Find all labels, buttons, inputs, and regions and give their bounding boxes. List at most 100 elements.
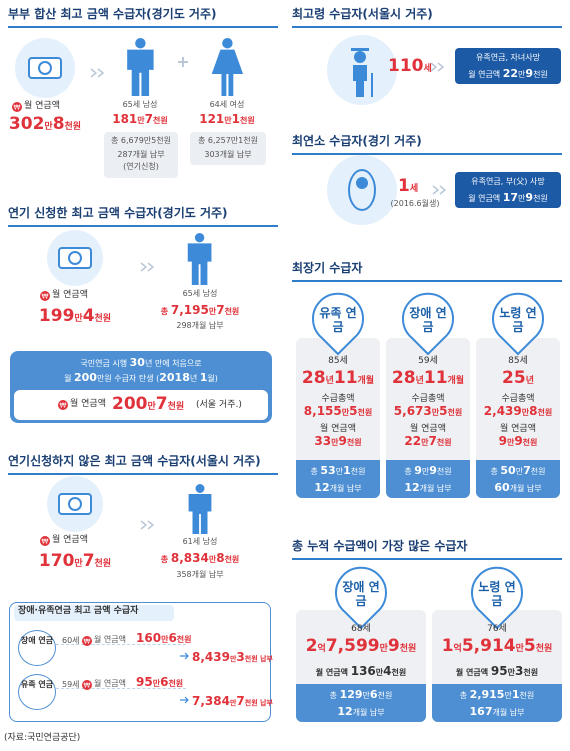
- monthly-amount: 9만9천원: [498, 434, 538, 448]
- label: 월 연금액: [52, 290, 88, 300]
- title-rule: [8, 26, 278, 28]
- months: 12개월 납부: [404, 481, 452, 494]
- monthly-amount: 33만9천원: [314, 434, 362, 448]
- pin: [335, 566, 387, 630]
- box-header: [14, 605, 174, 621]
- age: 85세: [328, 356, 348, 366]
- banner-text: 국민연금 시행 30년 만에 처음으로: [80, 356, 202, 369]
- months: 60개월 납부: [494, 481, 542, 494]
- type-circle: [18, 630, 56, 666]
- label: 월 연금액: [500, 424, 536, 434]
- label: 월 연금액: [410, 424, 446, 434]
- total: 총 6,679만5천원: [111, 136, 171, 145]
- money-icon: [28, 57, 62, 79]
- connector: [56, 688, 186, 689]
- total: 1억5,914만5천원: [441, 636, 553, 656]
- total: 2,439만8천원: [483, 404, 553, 418]
- type-label: 유족 연금: [20, 680, 54, 689]
- total: 2억7,599만9천원: [305, 636, 417, 656]
- label: 월 연금액: [24, 101, 60, 111]
- age: 68세: [351, 624, 371, 634]
- pin: [492, 292, 544, 356]
- note: (연기신청): [123, 162, 159, 171]
- monthly-amount: 월 연금액 22만9천원: [468, 67, 548, 80]
- pin: [402, 292, 454, 356]
- chevron: [90, 68, 105, 78]
- card-footer: [432, 684, 562, 722]
- total: 총 6,257만1천원: [198, 136, 258, 145]
- card-footer: [386, 460, 470, 498]
- monthly-amount: 170만7천원: [38, 551, 112, 571]
- paid: 8,439만3천원 납부: [192, 650, 273, 664]
- money-icon: [58, 493, 92, 515]
- label: 수급총액: [321, 394, 355, 404]
- birth: (2016.6월생): [390, 199, 440, 208]
- age: 110세: [388, 56, 432, 76]
- paid: 총 129만6천원: [329, 688, 393, 701]
- duration: 28년11개월: [301, 368, 375, 388]
- monthly-amount: 95만6천원: [136, 675, 184, 689]
- section-title: 연기신청하지 않은 최고 금액 수급자(서울시 거주): [8, 454, 261, 468]
- age: 59세: [62, 680, 80, 689]
- plus: [178, 57, 188, 67]
- svg-text:₩: ₩: [84, 638, 91, 646]
- svg-text:₩: ₩: [14, 104, 21, 112]
- title-rule: [8, 225, 278, 227]
- person-label: 65세 남성: [182, 289, 218, 298]
- months: 303개월 납부: [204, 150, 252, 159]
- pin: [471, 566, 523, 630]
- section-title: 최고령 수급자(서울시 거주): [292, 7, 433, 21]
- monthly-amount: 월 연금액 95만3천원: [455, 664, 539, 678]
- age: 1세: [398, 176, 419, 196]
- elder-icon: [351, 48, 373, 97]
- type-label: 장애 연금: [20, 636, 54, 645]
- label: 월 연금액: [52, 535, 88, 545]
- banner-text: 월 200만원 수급자 탄생 (2018년 1월): [64, 371, 218, 384]
- type-label: 유족 연금: [319, 306, 357, 335]
- man-icon: [188, 233, 212, 285]
- label: 월 연금액: [70, 399, 106, 409]
- paid: 총 2,915만1천원: [459, 688, 535, 701]
- banner-inner: [14, 390, 268, 420]
- label: 월 연금액: [94, 679, 126, 688]
- person-label: 61세 남성: [182, 537, 218, 546]
- months: 287개월 납부: [117, 150, 165, 159]
- duration: 25년: [502, 368, 534, 388]
- monthly-amount: 월 연금액 17만9천원: [468, 191, 548, 204]
- section-title: 부부 합산 최고 금액 수급자(경기도 거주): [8, 7, 217, 21]
- total: 8,155만5천원: [303, 404, 373, 418]
- card-footer: [296, 460, 380, 498]
- paid: 7,384만7천원 납부: [192, 694, 273, 708]
- card-footer: [296, 684, 426, 722]
- note: (서울 거주.): [196, 400, 242, 410]
- age: 76세: [487, 624, 507, 634]
- age: 59세: [418, 356, 438, 366]
- person-label: 65세 남성: [122, 100, 158, 109]
- months: 358개월 납부: [176, 570, 224, 579]
- type-label: 장애 연금: [342, 580, 380, 609]
- arrow: [180, 652, 189, 660]
- section-title: 최연소 수급자(경기 거주): [292, 134, 422, 148]
- chevron: [432, 185, 447, 195]
- info-box: [455, 48, 561, 84]
- monthly-amount: 200만7천원: [112, 394, 185, 414]
- label: 월 연금액: [320, 424, 356, 434]
- monthly-amount: 302만8천원: [8, 114, 82, 134]
- won-badge: ₩: [58, 400, 68, 410]
- monthly-amount: 22만7천원: [404, 434, 452, 448]
- reason: 유족연금, 부(父) 사망: [471, 177, 545, 186]
- section-title: 총 누적 수급액이 가장 많은 수급자: [292, 539, 468, 553]
- type-label: 노령 연금: [478, 580, 516, 609]
- arrow: [180, 696, 189, 704]
- title-rule: [292, 26, 562, 28]
- type-label: 노령 연금: [499, 306, 537, 335]
- info-box: [455, 172, 561, 208]
- card-footer: [476, 460, 560, 498]
- monthly-amount: 160만6천원: [136, 631, 192, 645]
- connector: [56, 644, 186, 645]
- chevron: [140, 262, 155, 272]
- label: 수급총액: [501, 394, 535, 404]
- svg-text:₩: ₩: [84, 682, 91, 690]
- pin: [312, 292, 364, 356]
- icon-circle: [327, 155, 397, 225]
